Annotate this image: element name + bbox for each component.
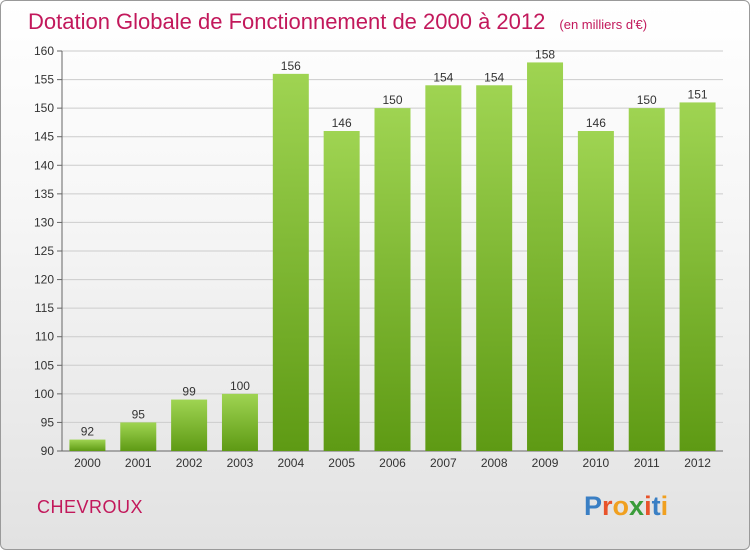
logo-letter: i [644, 491, 652, 521]
x-tick-label: 2001 [125, 456, 152, 470]
y-tick-label: 95 [41, 415, 55, 429]
y-tick-label: 110 [35, 330, 54, 344]
bar-value-label: 99 [182, 385, 196, 399]
y-tick-label: 150 [34, 101, 54, 115]
y-tick-label: 155 [34, 73, 54, 87]
logo-letter: P [584, 491, 603, 521]
logo-letter: x [629, 491, 645, 521]
title-text: Dotation Globale de Fonctionnement de 20… [28, 9, 546, 34]
x-tick-label: 2005 [328, 456, 355, 470]
y-tick-label: 100 [34, 387, 54, 401]
x-tick-label: 2011 [634, 456, 660, 470]
bar-value-label: 156 [281, 59, 301, 73]
x-tick-label: 2010 [583, 456, 610, 470]
bar [374, 108, 411, 452]
x-tick-label: 2006 [379, 456, 406, 470]
unit-label: (en milliers d'€) [559, 17, 648, 32]
bar [628, 108, 665, 452]
commune-name: CHEVROUX [37, 497, 144, 517]
y-tick-label: 140 [34, 158, 54, 172]
x-tick-label: 2003 [227, 456, 254, 470]
bar [577, 131, 614, 451]
x-tick-label: 2000 [74, 456, 101, 470]
bar [527, 62, 564, 452]
bar [476, 85, 513, 452]
x-tick-label: 2009 [532, 456, 559, 470]
bar-value-label: 150 [637, 93, 657, 107]
y-tick-label: 90 [41, 444, 55, 458]
logo-letter: i [660, 491, 669, 521]
chart-title: Dotation Globale de Fonctionnement de 20… [28, 9, 647, 35]
x-tick-label: 2008 [481, 456, 508, 470]
bar [221, 393, 258, 451]
bar [323, 131, 360, 451]
bar-value-label: 154 [433, 70, 453, 84]
bar [679, 102, 716, 451]
y-tick-label: 125 [34, 244, 54, 258]
x-tick-label: 2002 [176, 456, 203, 470]
logo-letter: o [612, 491, 630, 521]
bar [69, 439, 106, 451]
bar-value-label: 151 [688, 87, 708, 101]
bar-value-label: 100 [230, 379, 250, 393]
x-tick-label: 2004 [277, 456, 304, 470]
bar-value-label: 146 [332, 116, 352, 130]
bar-value-label: 92 [81, 425, 95, 439]
logo-letter: r [602, 491, 613, 521]
y-tick-label: 130 [34, 215, 54, 229]
x-tick-label: 2007 [430, 456, 457, 470]
bar-value-label: 95 [132, 407, 146, 421]
y-tick-label: 160 [34, 44, 54, 58]
bar-value-label: 146 [586, 116, 606, 130]
y-tick-label: 135 [34, 187, 54, 201]
bar [171, 399, 208, 451]
bar-value-label: 154 [484, 70, 504, 84]
bar [425, 85, 462, 452]
bar-value-label: 158 [535, 47, 555, 61]
y-tick-label: 145 [34, 130, 54, 144]
logo-letter: t [651, 491, 661, 521]
proxiti-logo[interactable]: Proxiti [584, 491, 668, 522]
bar-value-label: 150 [382, 93, 402, 107]
bar [272, 73, 309, 451]
y-tick-label: 105 [34, 358, 54, 372]
x-tick-label: 2012 [684, 456, 711, 470]
bar [120, 422, 157, 451]
y-tick-label: 115 [35, 301, 54, 315]
y-tick-label: 120 [34, 273, 54, 287]
